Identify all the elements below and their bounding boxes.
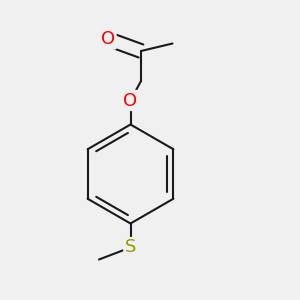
- Text: O: O: [123, 92, 138, 110]
- Text: O: O: [101, 30, 115, 48]
- Text: S: S: [125, 238, 136, 256]
